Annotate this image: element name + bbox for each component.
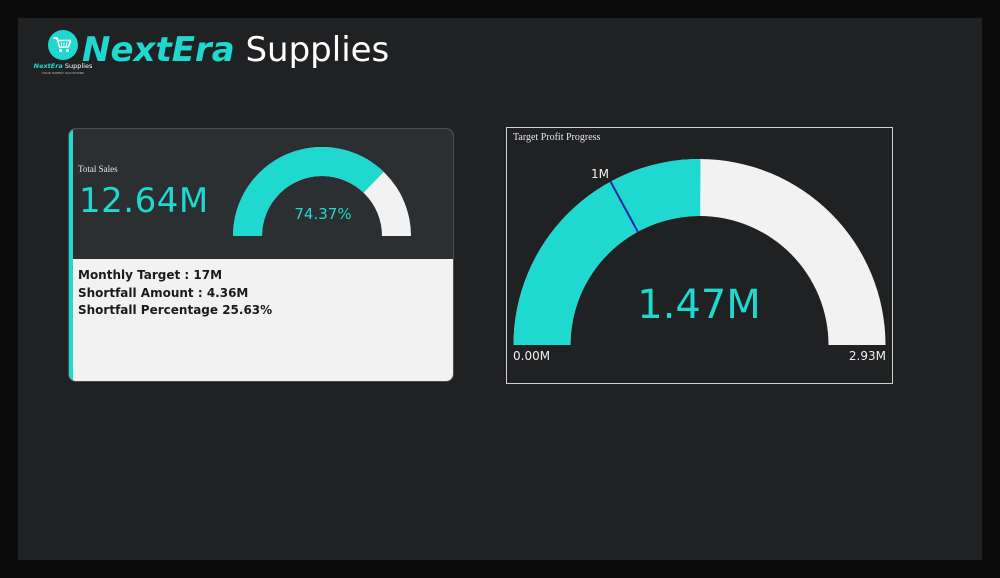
target-profit-card[interactable]: Target Profit Progress 1M 1.47M 0.00M 2.… <box>506 127 893 384</box>
total-sales-value: 12.64M <box>79 181 209 221</box>
total-sales-label: Total Sales <box>78 164 118 174</box>
sales-stats-list: Monthly Target : 17M Shortfall Amount : … <box>78 267 272 320</box>
logo-brand-bold: NextEra <box>33 62 63 70</box>
title-rest: Supplies <box>234 30 390 70</box>
total-sales-header-panel: Total Sales 12.64M 74.37% <box>69 129 453 259</box>
shopping-cart-icon <box>53 37 72 53</box>
profit-gauge-title: Target Profit Progress <box>513 132 601 143</box>
page-title: NextEra Supplies <box>82 30 389 70</box>
logo-wordmark: NextEra Supplies <box>32 62 94 70</box>
target-profit-gauge <box>513 159 886 345</box>
profit-gauge-min: 0.00M <box>513 349 551 363</box>
logo-brand-rest: Supplies <box>62 62 93 70</box>
sales-gauge-fill <box>233 147 384 236</box>
sales-gauge-percent: 74.37% <box>294 205 352 223</box>
report-canvas: NextEra Supplies YOUR SUPPLY SOLUTIONS N… <box>18 18 982 560</box>
total-sales-gauge <box>233 147 411 236</box>
profit-gauge-max: 2.93M <box>848 349 886 363</box>
profit-target-label: 1M <box>591 167 609 181</box>
profit-gauge-fill <box>513 159 701 345</box>
company-logo: NextEra Supplies YOUR SUPPLY SOLUTIONS <box>32 26 96 90</box>
logo-tagline: YOUR SUPPLY SOLUTIONS <box>41 71 85 75</box>
total-sales-card[interactable]: Total Sales 12.64M 74.37% Monthly Target… <box>68 128 454 382</box>
card-accent-bar <box>69 129 73 381</box>
monthly-target-stat: Monthly Target : 17M <box>78 268 223 282</box>
logo-badge <box>48 30 78 60</box>
profit-gauge-value: 1.47M <box>637 282 761 328</box>
title-accent: NextEra <box>82 30 235 70</box>
shortfall-amount-stat: Shortfall Amount : 4.36M <box>78 285 249 300</box>
profit-target-marker <box>609 181 639 233</box>
shortfall-percentage-stat: Shortfall Percentage 25.63% <box>78 303 273 317</box>
